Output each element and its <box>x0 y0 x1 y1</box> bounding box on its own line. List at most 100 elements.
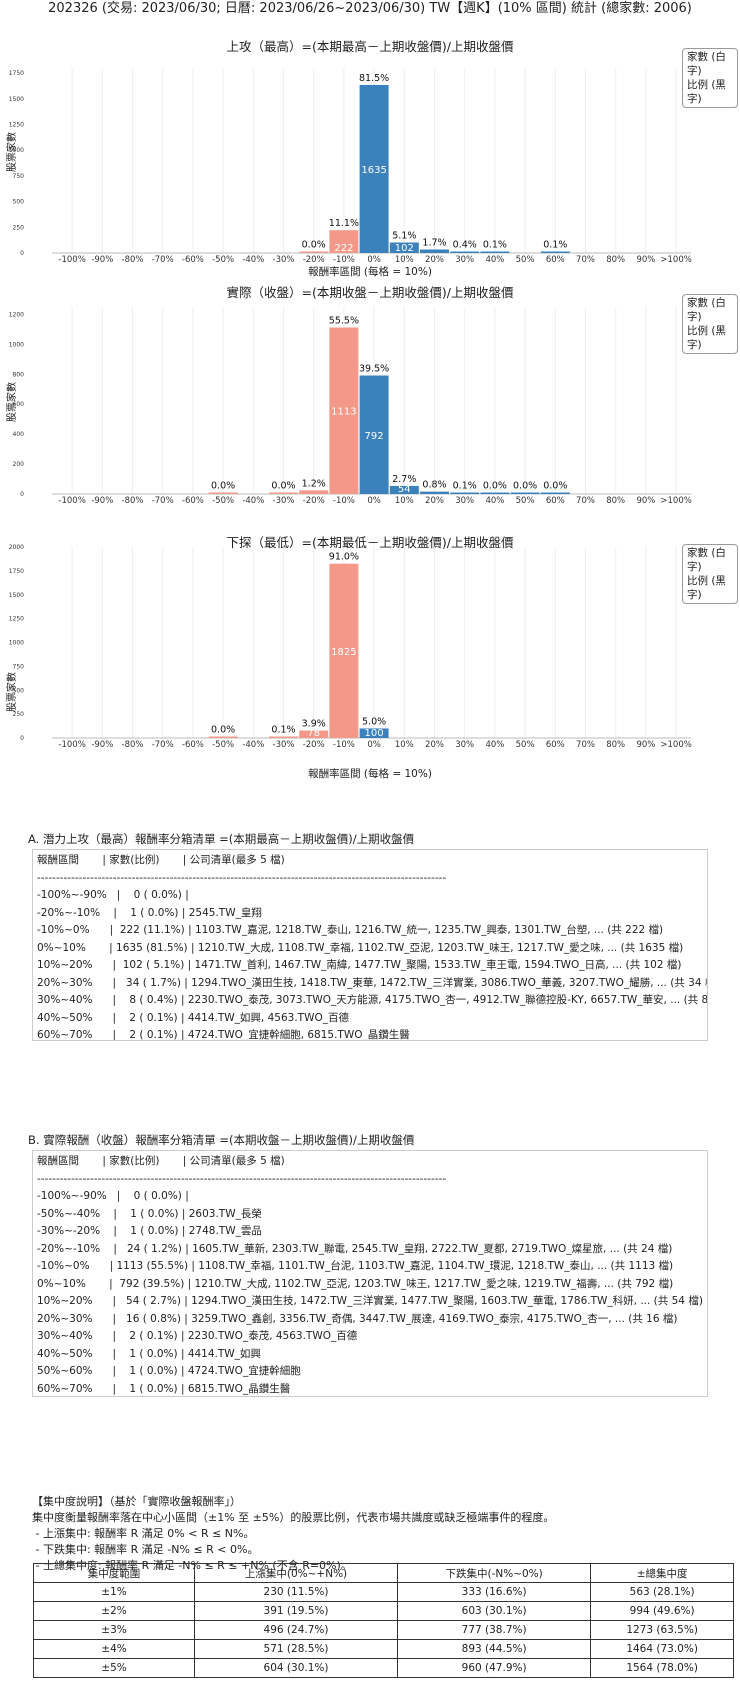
bar-pct-label: 0.0% <box>302 240 326 251</box>
list-item: 30%~40% | 2 ( 0.1%) | 2230.TWO_泰茂, 4563.… <box>37 1330 358 1342</box>
y-tick-label: 750 <box>13 663 25 670</box>
table-cell: 571 (28.5%) <box>193 1639 399 1659</box>
x-tick-label: -90% <box>91 496 113 506</box>
x-tick-label: -70% <box>152 740 174 750</box>
x-tick-label: -30% <box>273 740 295 750</box>
x-tick-label: 90% <box>636 255 655 265</box>
y-tick-label: 1750 <box>9 568 24 575</box>
y-tick-label: 1250 <box>9 122 24 129</box>
x-tick-label: -20% <box>303 255 325 265</box>
x-tick-label: -10% <box>333 255 355 265</box>
x-tick-label: -40% <box>242 255 264 265</box>
table-header-cell: ±總集中度 <box>590 1563 734 1583</box>
list-item: 40%~50% | 1 ( 0.0%) | 4414.TW_如興 <box>37 1347 261 1360</box>
list-item: -20%~-10% | 1 ( 0.0%) | 2545.TW_皇翔 <box>37 906 262 919</box>
list-item: 60%~70% | 1 ( 0.0%) | 6815.TWO_晶鑽生醫 <box>37 1382 291 1395</box>
bar <box>359 375 389 494</box>
table-cell: 230 (11.5%) <box>193 1582 399 1602</box>
bar <box>450 492 480 494</box>
bar <box>480 492 510 494</box>
list-item: 0%~10% | 1635 (81.5%) | 1210.TW_大成, 1108… <box>37 941 684 954</box>
chart-svg: 0 200 400 600 800 1000 1200 -100% -90% -80% -70% -6… <box>9 307 692 506</box>
y-tick-label: 1200 <box>9 311 24 318</box>
bar-pct-label: 0.0% <box>483 481 507 492</box>
list-item: 30%~40% | 8 ( 0.4%) | 2230.TWO_泰茂, 3073.… <box>37 994 708 1006</box>
concentration-heading: 【集中度說明】（基於「實際收盤報酬率」） <box>32 1495 241 1508</box>
list-item: -10%~0% | 222 (11.1%) | 1103.TW_嘉泥, 1218… <box>37 924 664 936</box>
x-tick-label: 10% <box>395 496 414 506</box>
bar-pct-label: 1.2% <box>302 478 326 489</box>
bar-pct-label: 0.1% <box>543 240 567 251</box>
y-tick-label: 600 <box>13 401 25 408</box>
x-axis-label: 報酬率區間 (每格 = 10%) <box>308 768 432 780</box>
list-item: 60%~70% | 2 ( 0.1%) | 4724.TWO_宜捷幹細胞, 68… <box>37 1029 410 1041</box>
y-tick-label: 500 <box>13 199 25 206</box>
x-tick-label: 0% <box>367 255 381 265</box>
x-tick-label: 50% <box>516 740 535 750</box>
x-tick-label: 20% <box>425 496 444 506</box>
table-cell: 391 (19.5%) <box>193 1601 399 1621</box>
x-tick-label: >100% <box>660 496 691 506</box>
bar-pct-label: 3.9% <box>302 719 326 730</box>
x-tick-label: -20% <box>303 740 325 750</box>
bar-pct-label: 2.7% <box>392 474 416 485</box>
list-header-row: 報酬區間 | 家數(比例) | 公司清單(最多 5 檔) <box>37 1155 285 1167</box>
x-tick-label: -30% <box>273 496 295 506</box>
x-tick-label: 10% <box>395 740 414 750</box>
bar <box>540 251 570 253</box>
bar-pct-label: 0.0% <box>513 481 537 492</box>
x-tick-label: 70% <box>576 740 595 750</box>
legend-ratio-label: 比例 (黑字) <box>687 79 726 105</box>
page-title: 202326 (交易: 2023/06/30; 日曆: 2023/06/26~2… <box>48 1 692 16</box>
legend-count-label: 家數 (白字) <box>687 547 726 573</box>
x-axis-label: 報酬率區間 (每格 = 10%) <box>308 266 432 278</box>
x-tick-label: -70% <box>152 255 174 265</box>
bar <box>208 736 238 738</box>
list-item: 40%~50% | 2 ( 0.1%) | 4414.TW_如興, 4563.T… <box>37 1011 349 1024</box>
bar-count-label: 1113 <box>331 407 356 418</box>
x-tick-label: -40% <box>242 496 264 506</box>
table-cell: 603 (30.1%) <box>397 1601 592 1621</box>
x-tick-label: 80% <box>606 496 625 506</box>
bar <box>359 84 389 253</box>
chart-close: 實際（收盤）=(本期收盤－上期收盤價)/上期收盤價 家數 (白字) 比例 (黑字… <box>0 280 740 530</box>
table-cell: ±2% <box>33 1601 195 1621</box>
bar-pct-label: 0.0% <box>543 481 567 492</box>
list-item: 50%~60% | 1 ( 0.0%) | 4724.TWO_宜捷幹細胞 <box>37 1365 301 1377</box>
bar-count-label: 78 <box>307 728 320 739</box>
table-cell: 994 (49.6%) <box>590 1601 734 1621</box>
bar-pct-label: 91.0% <box>329 552 359 563</box>
y-tick-label: 2000 <box>9 544 24 551</box>
table-cell: ±3% <box>33 1620 195 1640</box>
table-row: ±5% 604 (30.1%) 960 (47.9%) 1564 (78.0%) <box>33 1658 734 1678</box>
bar-pct-label: 5.1% <box>392 231 416 242</box>
y-tick-label: 0 <box>20 735 24 742</box>
bar-pct-label: 81.5% <box>359 73 389 84</box>
bar <box>389 242 419 253</box>
y-tick-label: 200 <box>13 461 25 468</box>
x-tick-label: 30% <box>455 255 474 265</box>
table-cell: ±5% <box>33 1658 195 1678</box>
x-tick-label: -80% <box>122 255 144 265</box>
x-tick-label: -30% <box>273 255 295 265</box>
table-row: ±2% 391 (19.5%) 603 (30.1%) 994 (49.6%) <box>33 1601 734 1621</box>
table-cell: 496 (24.7%) <box>193 1620 399 1640</box>
y-tick-label: 800 <box>13 371 25 378</box>
bar <box>540 492 570 494</box>
x-tick-label: 90% <box>636 740 655 750</box>
list-a-box: 報酬區間 | 家數(比例) | 公司清單(最多 5 檔) ------------… <box>32 849 708 1041</box>
bar <box>329 563 359 738</box>
bar <box>269 736 298 738</box>
table-cell: 604 (30.1%) <box>193 1658 399 1678</box>
list-header-row: 報酬區間 | 家數(比例) | 公司清單(最多 5 檔) <box>37 854 285 866</box>
x-tick-label: 50% <box>516 255 535 265</box>
x-tick-label: -100% <box>58 255 85 265</box>
legend-count-label: 家數 (白字) <box>687 51 726 77</box>
list-item: -50%~-40% | 1 ( 0.0%) | 2603.TW_長榮 <box>37 1207 262 1220</box>
bar <box>510 492 540 494</box>
legend-ratio-label: 比例 (黑字) <box>687 575 726 601</box>
bar-count-label: 100 <box>365 728 384 739</box>
list-item: -100%~-90% | 0 ( 0.0%) | <box>37 1190 189 1202</box>
x-tick-label: -90% <box>91 740 113 750</box>
bar <box>269 492 298 494</box>
